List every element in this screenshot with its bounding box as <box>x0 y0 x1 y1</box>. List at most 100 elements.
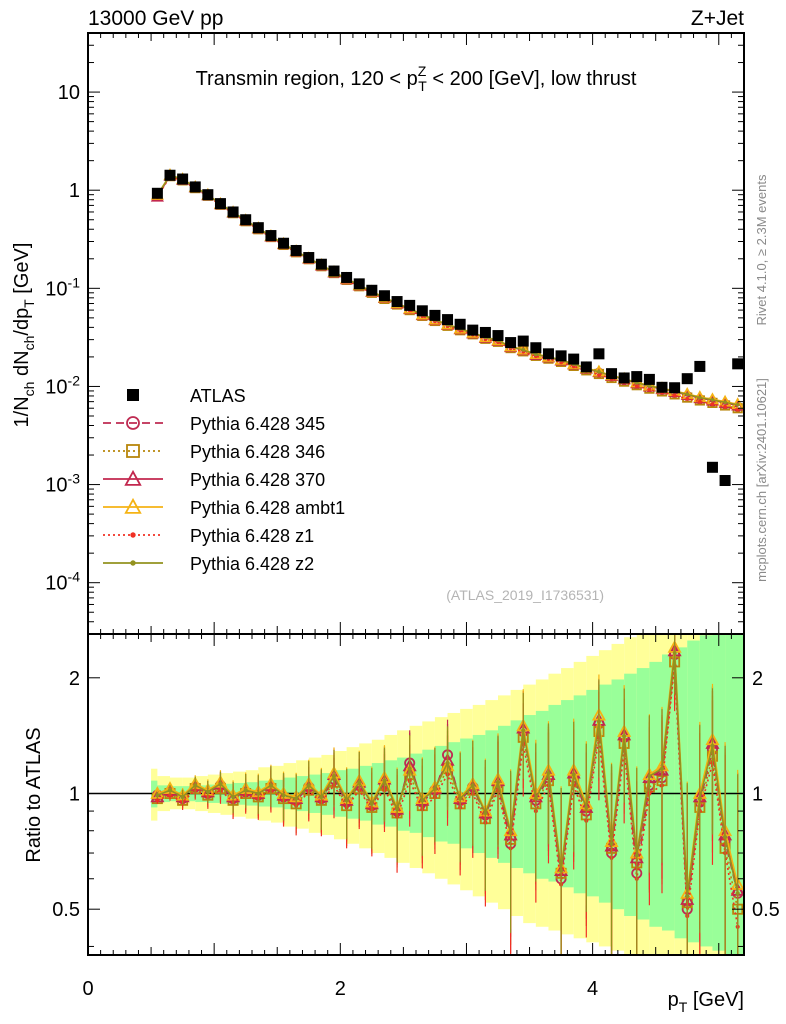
dataset-watermark: (ATLAS_2019_I1736531) <box>446 587 604 603</box>
series-atlas <box>151 169 744 487</box>
data-point-marker <box>681 373 693 385</box>
legend-entry-p345[interactable] <box>103 416 163 430</box>
data-point-marker <box>530 342 542 354</box>
data-point-marker <box>395 807 400 812</box>
data-point-marker <box>265 230 277 242</box>
legend-entry-p370[interactable] <box>103 469 163 486</box>
data-point-marker <box>126 416 140 430</box>
data-point-marker <box>479 326 491 338</box>
data-point-marker <box>416 305 428 317</box>
data-point-marker <box>584 805 589 810</box>
data-point-marker <box>445 760 450 766</box>
data-point-marker <box>294 796 299 801</box>
data-point-marker <box>243 788 248 793</box>
data-point-marker <box>214 198 226 210</box>
data-point-marker <box>303 252 315 264</box>
data-point-marker <box>723 404 727 409</box>
data-point-marker <box>290 244 302 256</box>
data-point-marker <box>672 393 677 398</box>
data-point-marker <box>634 853 639 858</box>
main-yaxis-title: 1/Nch dNch/dpT [GeV] <box>11 243 37 428</box>
main-ytick-label-2: 10-1 <box>45 274 80 300</box>
data-point-marker <box>278 237 290 249</box>
header-right: Z+Jet <box>691 7 744 30</box>
data-point-marker <box>202 189 214 201</box>
data-point-marker <box>597 372 601 377</box>
legend-label-p370: Pythia 6.428 370 <box>190 470 325 490</box>
data-point-marker <box>521 728 526 733</box>
data-point-marker <box>706 461 718 473</box>
main-series-group <box>150 168 744 487</box>
data-point-marker <box>685 894 690 899</box>
legend-entry-z1[interactable] <box>103 532 163 538</box>
data-point-marker <box>735 402 740 407</box>
band-inner-bin <box>662 654 675 931</box>
legend-label-atlas: ATLAS <box>190 386 246 406</box>
data-point-marker <box>357 780 362 785</box>
series-line <box>156 174 738 405</box>
data-point-marker <box>634 384 639 388</box>
data-point-marker <box>685 392 690 397</box>
main-ytick-label-5: 10-4 <box>45 569 80 595</box>
data-point-marker <box>495 780 501 785</box>
main-title: Transmin region, 120 < pZ T < 200 [GeV], … <box>196 63 637 94</box>
xtick-label-0: 0 <box>82 978 93 1000</box>
data-point-marker <box>369 801 374 806</box>
data-point-marker <box>366 284 378 296</box>
data-point-marker <box>420 798 425 803</box>
ratio-ytick-label-right-2: 0.5 <box>752 899 780 921</box>
data-point-marker <box>723 835 728 840</box>
data-point-marker <box>344 798 349 803</box>
main-panel-frame <box>87 32 745 635</box>
data-point-marker <box>378 290 390 302</box>
data-point-marker <box>685 396 690 401</box>
legend-entry-atlas[interactable] <box>127 389 139 401</box>
data-point-marker <box>130 560 136 566</box>
data-point-marker <box>432 786 437 791</box>
data-point-marker <box>697 399 702 404</box>
data-point-marker <box>268 783 273 788</box>
data-point-marker <box>710 397 715 402</box>
data-point-marker <box>319 794 324 799</box>
data-point-marker <box>382 778 387 783</box>
data-point-marker <box>470 783 475 788</box>
data-point-marker <box>647 384 652 388</box>
data-point-marker <box>492 330 504 342</box>
data-point-marker <box>205 789 210 794</box>
legend-label-z2: Pythia 6.428 z2 <box>190 554 314 574</box>
series-line <box>156 174 738 407</box>
legend-entry-z2[interactable] <box>103 560 163 566</box>
legend-label-p345: Pythia 6.428 345 <box>190 414 325 434</box>
series-line <box>156 175 738 408</box>
band-inner-bin <box>498 725 511 863</box>
data-point-marker <box>442 314 454 326</box>
data-point-marker <box>521 347 526 352</box>
data-point-marker <box>458 796 463 801</box>
data-point-marker <box>331 774 337 779</box>
data-point-marker <box>193 783 198 788</box>
data-point-marker <box>723 400 727 405</box>
data-point-marker <box>281 793 286 798</box>
legend-entry-p346[interactable] <box>103 444 163 458</box>
main-ytick-label-0: 10 <box>58 82 80 104</box>
series-line <box>156 175 738 409</box>
ratio-ytick-label-right-1: 1 <box>752 783 763 805</box>
data-point-marker <box>542 348 554 360</box>
data-point-marker <box>467 324 479 336</box>
data-point-marker <box>568 353 580 365</box>
xtick-label-1: 2 <box>335 978 346 1000</box>
data-point-marker <box>315 258 327 270</box>
data-point-marker <box>609 841 614 846</box>
data-point-marker <box>546 771 551 776</box>
data-point-marker <box>306 783 311 788</box>
legend-label-p346: Pythia 6.428 346 <box>190 442 325 462</box>
xtick-label-2: 4 <box>587 978 598 1000</box>
legend-entry-ambt1[interactable] <box>103 497 163 514</box>
data-point-marker <box>669 382 681 394</box>
band-inner-bin <box>535 710 549 879</box>
legend-label-ambt1: Pythia 6.428 ambt1 <box>190 498 345 518</box>
band-inner-bin <box>649 661 662 927</box>
data-point-marker <box>256 791 261 796</box>
